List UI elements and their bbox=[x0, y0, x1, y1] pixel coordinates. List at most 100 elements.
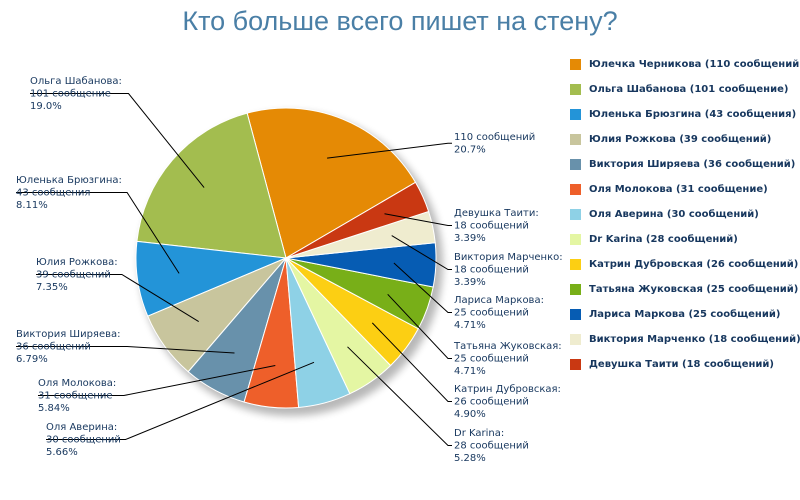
data-label-line: 19.0% bbox=[30, 101, 62, 112]
legend-label: Юленька Брюзгина (43 сообщения) bbox=[589, 109, 797, 120]
data-label-line: 36 сообщений bbox=[16, 342, 91, 353]
legend-label: Лариса Маркова (25 сообщений) bbox=[589, 309, 781, 320]
data-label-line: 8.11% bbox=[16, 200, 48, 211]
data-label-line: 3.39% bbox=[454, 277, 486, 288]
legend-label: Оля Аверина (30 сообщений) bbox=[589, 209, 759, 220]
legend-swatch bbox=[570, 134, 581, 145]
chart-legend: Юлечка Черникова (110 сообщений) Ольга Ша… bbox=[570, 52, 800, 377]
data-label: Ольга Шабанова: 101 сообщение 19.0% bbox=[30, 76, 122, 112]
legend-item: Оля Молокова (31 сообщение) bbox=[570, 177, 800, 202]
legend-swatch bbox=[570, 209, 581, 220]
data-label-line: 5.84% bbox=[38, 403, 70, 414]
data-label-line: 18 сообщений bbox=[454, 265, 529, 276]
data-label: Юленька Брюзгина: 43 сообщения 8.11% bbox=[16, 175, 122, 211]
data-label: Виктория Ширяева: 36 сообщений 6.79% bbox=[16, 329, 120, 365]
legend-label: Юлечка Черникова (110 сообщений) bbox=[589, 59, 800, 70]
legend-swatch bbox=[570, 184, 581, 195]
data-label-line: 25 сообщений bbox=[454, 308, 529, 319]
leader-line bbox=[30, 93, 205, 188]
data-label-line: 4.71% bbox=[454, 366, 486, 377]
legend-label: Dr Karina (28 сообщений) bbox=[589, 234, 738, 245]
data-label-line: Ольга Шабанова: bbox=[30, 76, 122, 87]
data-label-line: 30 сообщений bbox=[46, 435, 121, 446]
leader-line bbox=[391, 235, 452, 270]
legend-item: Катрин Дубровская (26 сообщений) bbox=[570, 252, 800, 277]
legend-swatch bbox=[570, 84, 581, 95]
data-label: 110 сообщений 20.7% bbox=[454, 132, 535, 156]
legend-label: Катрин Дубровская (26 сообщений) bbox=[589, 259, 799, 270]
data-label-line: 25 сообщений bbox=[454, 354, 529, 365]
data-label-line: Виктория Ширяева: bbox=[16, 329, 120, 340]
data-label-line: Оля Молокова: bbox=[38, 378, 116, 389]
pie-slice bbox=[285, 181, 430, 259]
legend-label: Виктория Ширяева (36 сообщений) bbox=[589, 159, 796, 170]
data-label: Татьяна Жуковская: 25 сообщений 4.71% bbox=[453, 341, 562, 377]
legend-item: Девушка Таити (18 сообщений) bbox=[570, 352, 800, 377]
leader-line bbox=[16, 192, 180, 274]
legend-label: Ольга Шабанова (101 сообщение) bbox=[589, 84, 789, 95]
legend-swatch bbox=[570, 284, 581, 295]
data-label-line: 5.66% bbox=[46, 447, 78, 458]
data-label-line: 31 сообщение bbox=[38, 391, 113, 402]
legend-label: Юлия Рожкова (39 сообщений) bbox=[589, 134, 772, 145]
data-label-line: 5.28% bbox=[454, 453, 486, 464]
legend-swatch bbox=[570, 259, 581, 270]
leader-line bbox=[347, 346, 452, 446]
data-label: Катрин Дубровская: 26 сообщений 4.90% bbox=[454, 384, 561, 420]
data-label-line: 43 сообщения bbox=[16, 188, 90, 199]
data-label: Виктория Марченко: 18 сообщений 3.39% bbox=[454, 252, 563, 288]
data-label-line: 101 сообщение bbox=[30, 89, 111, 100]
data-label: Девушка Таити: 18 сообщений 3.39% bbox=[454, 208, 539, 244]
legend-item: Юлечка Черникова (110 сообщений) bbox=[570, 52, 800, 77]
data-label-line: Виктория Марченко: bbox=[454, 252, 563, 263]
data-label-line: 26 сообщений bbox=[454, 397, 529, 408]
leader-line bbox=[16, 346, 235, 354]
data-label: Dr Karina: 28 сообщений 5.28% bbox=[454, 428, 529, 464]
legend-swatch bbox=[570, 234, 581, 245]
data-label-line: Юленька Брюзгина: bbox=[16, 175, 122, 186]
legend-swatch bbox=[570, 59, 581, 70]
legend-item: Юлия Рожкова (39 сообщений) bbox=[570, 127, 800, 152]
data-label-line: Dr Karina: bbox=[454, 428, 504, 439]
legend-swatch bbox=[570, 359, 581, 370]
leader-line bbox=[327, 142, 452, 159]
legend-item: Оля Аверина (30 сообщений) bbox=[570, 202, 800, 227]
data-label-line: 18 сообщений bbox=[454, 221, 529, 232]
legend-label: Татьяна Жуковская (25 сообщений) bbox=[589, 284, 799, 295]
chart-title: Кто больше всего пишет на стену? bbox=[182, 6, 618, 36]
data-label-line: 39 сообщений bbox=[36, 270, 111, 281]
leader-line bbox=[387, 293, 452, 359]
data-label: Оля Аверина: 30 сообщений 5.66% bbox=[46, 422, 121, 458]
data-label-line: Татьяна Жуковская: bbox=[453, 341, 562, 352]
data-label-line: Катрин Дубровская: bbox=[454, 384, 561, 395]
legend-label: Оля Молокова (31 сообщение) bbox=[589, 184, 768, 195]
data-label-line: 110 сообщений bbox=[454, 132, 535, 143]
data-label-line: 3.39% bbox=[454, 233, 486, 244]
legend-swatch bbox=[570, 334, 581, 345]
leader-line bbox=[36, 274, 199, 323]
legend-swatch bbox=[570, 109, 581, 120]
legend-label: Виктория Марченко (18 сообщений) bbox=[589, 334, 800, 345]
legend-label: Девушка Таити (18 сообщений) bbox=[589, 359, 774, 370]
data-label-line: Оля Аверина: bbox=[46, 422, 117, 433]
leader-line bbox=[46, 361, 315, 440]
legend-item: Виктория Марченко (18 сообщений) bbox=[570, 327, 800, 352]
leader-line bbox=[393, 262, 452, 313]
legend-swatch bbox=[570, 309, 581, 320]
pie-slice bbox=[136, 112, 287, 259]
data-label: Лариса Маркова: 25 сообщений 4.71% bbox=[454, 295, 544, 331]
data-label-line: 4.71% bbox=[454, 320, 486, 331]
legend-swatch bbox=[570, 159, 581, 170]
legend-item: Лариса Маркова (25 сообщений) bbox=[570, 302, 800, 327]
leader-line bbox=[384, 213, 452, 226]
legend-item: Юленька Брюзгина (43 сообщения) bbox=[570, 102, 800, 127]
legend-item: Dr Karina (28 сообщений) bbox=[570, 227, 800, 252]
data-label: Юлия Рожкова: 39 сообщений 7.35% bbox=[36, 257, 118, 293]
data-label-line: Юлия Рожкова: bbox=[36, 257, 118, 268]
leader-line bbox=[371, 322, 452, 402]
legend-item: Виктория Ширяева (36 сообщений) bbox=[570, 152, 800, 177]
legend-item: Татьяна Жуковская (25 сообщений) bbox=[570, 277, 800, 302]
pie-slice bbox=[246, 107, 417, 259]
data-label-line: 6.79% bbox=[16, 354, 48, 365]
